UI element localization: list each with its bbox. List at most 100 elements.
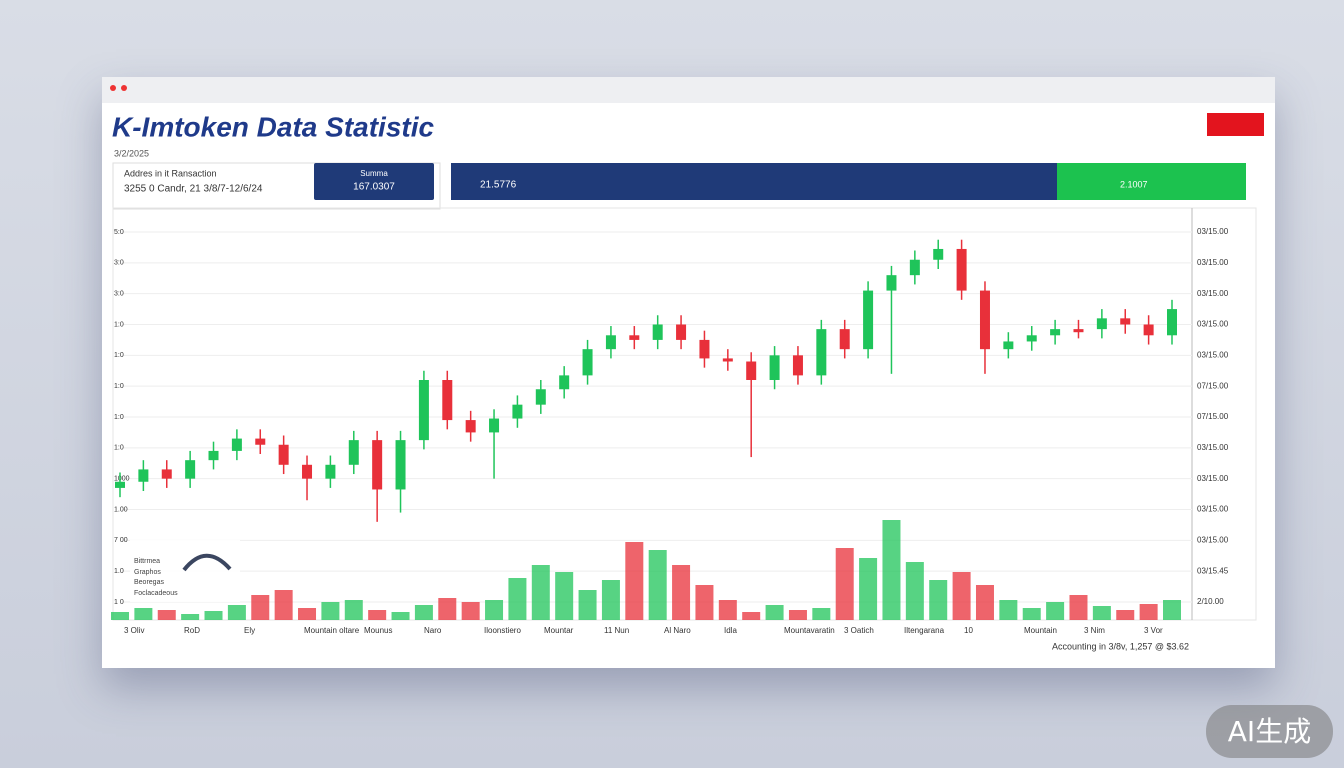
x-tick-label: 3 Oliv: [124, 626, 144, 635]
legend-text: Graphos: [134, 569, 161, 576]
candle-body: [699, 339, 710, 359]
y-left-label: 7 00: [114, 537, 128, 544]
y-tick-label: 07/15.00: [1197, 412, 1229, 421]
x-tick-label: 3 Nim: [1084, 626, 1105, 635]
y-tick-label: 2/10.00: [1197, 597, 1224, 606]
volume-bar: [344, 600, 363, 620]
x-tick-label: Iloonstiero: [484, 626, 521, 635]
volume-bar: [274, 590, 293, 620]
candle-body: [863, 290, 874, 350]
candle-body: [652, 324, 663, 340]
candle-body: [255, 438, 266, 445]
volume-bar: [368, 610, 387, 620]
chart: 2/10.00 1 0 03/15.45 1.0 03/15.00 7 00 03/15.0…: [111, 227, 1229, 635]
legend-text: Beoregas: [134, 579, 164, 586]
flag-button[interactable]: [1207, 113, 1264, 136]
candle-body: [909, 259, 920, 276]
candle-body: [231, 438, 242, 451]
candle-body: [956, 248, 967, 291]
volume-bar: [975, 585, 994, 620]
candle-body: [372, 440, 383, 490]
volume-bar: [321, 602, 340, 620]
volume-bar: [1116, 610, 1135, 620]
volume-bar: [882, 520, 901, 620]
volume-bar: [134, 608, 153, 620]
y-left-label: 1:0: [114, 414, 124, 421]
volume-bar: [929, 580, 948, 620]
volume-bar: [227, 605, 246, 620]
volume-bar: [578, 590, 597, 620]
candle-body: [395, 440, 406, 490]
y-left-label: 1000: [114, 476, 130, 483]
x-tick-label: Idla: [724, 626, 737, 635]
volume-bar: [672, 565, 691, 620]
y-tick-label: 03/15.00: [1197, 320, 1229, 329]
volume-bar: [555, 572, 574, 620]
candle-body: [816, 329, 827, 376]
candle-body: [1003, 341, 1014, 350]
y-tick-label: 03/15.00: [1197, 474, 1229, 483]
candle-body: [161, 469, 172, 479]
volume-bar: [625, 542, 644, 620]
y-tick-label: 03/15.00: [1197, 350, 1229, 359]
x-tick-label: Mounus: [364, 626, 392, 635]
window-dot: [110, 85, 116, 91]
y-tick-label: 03/15.00: [1197, 443, 1229, 452]
volume-bar: [788, 610, 807, 620]
volume-bar: [251, 595, 270, 620]
candle-body: [839, 329, 850, 350]
volume-bar: [508, 578, 527, 620]
green-bar-text: 2.1007: [1120, 179, 1148, 189]
x-tick-label: Mountavaratin: [784, 626, 835, 635]
main-bar-text: 21.5776: [480, 180, 517, 191]
candle-body: [1167, 309, 1177, 336]
volume-bar: [905, 562, 924, 620]
app-title: K-Imtoken Data Statistic: [112, 111, 434, 142]
volume-bar: [1092, 606, 1111, 620]
y-left-label: 5:0: [114, 229, 124, 236]
volume-bar: [1069, 595, 1088, 620]
y-left-label: 1:0: [114, 352, 124, 359]
volume-bar: [1046, 602, 1065, 620]
volume-bar: [601, 580, 620, 620]
volume-bar: [1163, 600, 1181, 620]
y-tick-label: 03/15.00: [1197, 258, 1229, 267]
candle-body: [629, 335, 640, 340]
candle-body: [348, 440, 359, 465]
summary-button[interactable]: [314, 163, 434, 200]
x-tick-label: 3 Oatich: [844, 626, 874, 635]
y-left-label: 3:0: [114, 291, 124, 298]
volume-bar: [812, 608, 831, 620]
y-left-label: 1:0: [114, 383, 124, 390]
candle-body: [722, 358, 733, 362]
candle-body: [582, 349, 593, 376]
candle-body: [138, 469, 149, 482]
candle-body: [325, 464, 336, 479]
x-tick-label: Naro: [424, 626, 442, 635]
info-text: 3255 0 Candr, 21 3/8/7-12/6/24: [124, 184, 263, 195]
volume-bar: [742, 612, 761, 620]
window-dot: [121, 85, 127, 91]
volume-bar: [485, 600, 504, 620]
legend-text: Bittrmea: [134, 558, 160, 565]
summary-value: 167.0307: [353, 182, 395, 193]
y-tick-label: 03/15.00: [1197, 289, 1229, 298]
volume-bar: [999, 600, 1018, 620]
volume-bar: [835, 548, 854, 620]
volume-bar: [438, 598, 457, 620]
x-tick-label: 3 Vor: [1144, 626, 1163, 635]
legend-arc: [182, 553, 232, 572]
y-tick-label: 03/15.00: [1197, 535, 1229, 544]
candle-body: [512, 404, 523, 419]
volume-bar: [414, 605, 433, 620]
date: 3/2/2025: [114, 148, 149, 158]
watermark: AI生成: [1206, 705, 1333, 758]
volume-bar: [298, 608, 317, 620]
volume-bar: [718, 600, 737, 620]
volume-bar: [648, 550, 667, 620]
y-tick-label: 07/15.00: [1197, 381, 1229, 390]
candle-body: [115, 481, 125, 488]
window-svg: K-Imtoken Data Statistic 3/2/2025 Addres…: [102, 77, 1275, 651]
green-bar: [1057, 163, 1246, 200]
